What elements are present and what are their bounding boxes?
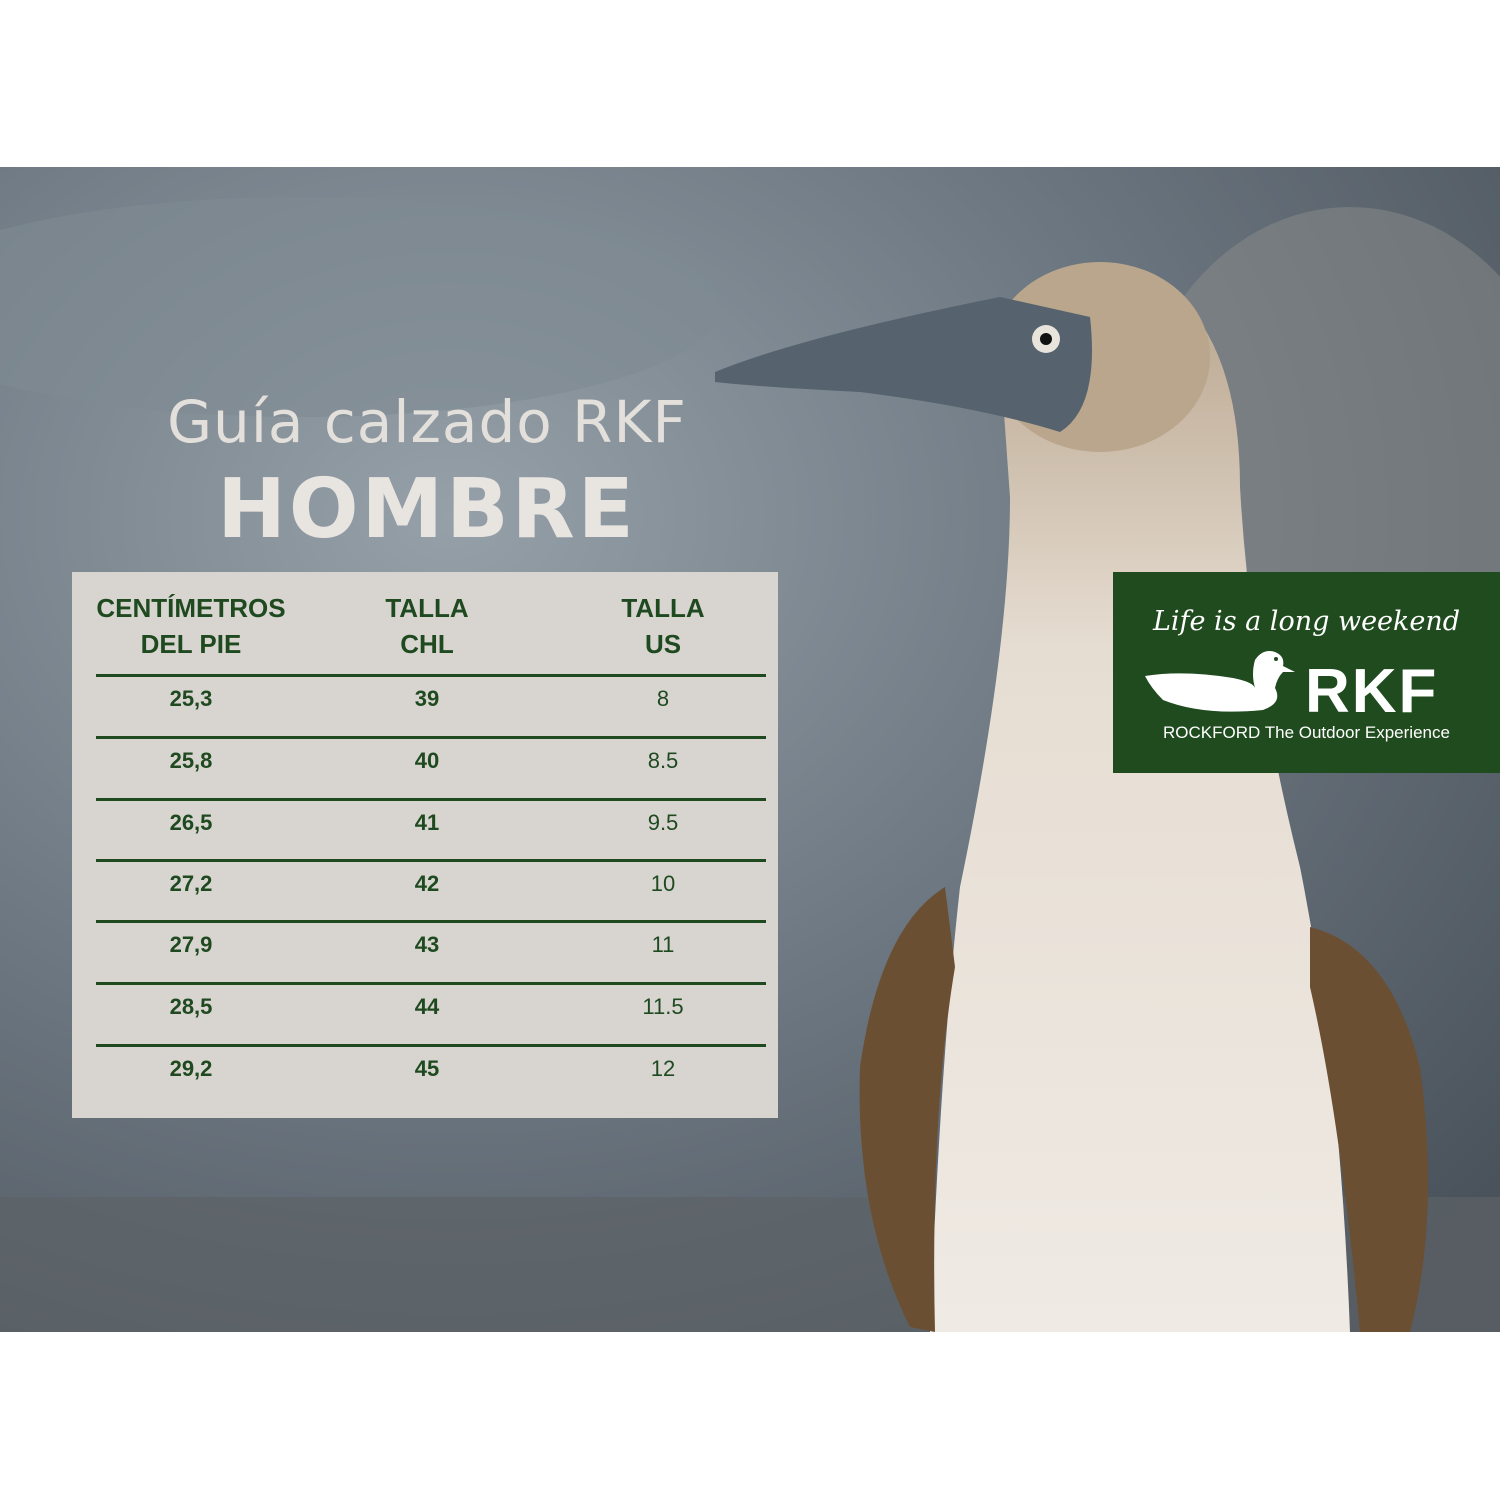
- row-divider: [96, 736, 766, 739]
- cell-cm: 27,2: [169, 871, 213, 896]
- logo-brand: RKF: [1305, 657, 1439, 726]
- cell-chl: 40: [414, 748, 440, 773]
- cell-chl: 44: [414, 994, 440, 1019]
- cell-cm: 29,2: [169, 1056, 213, 1081]
- cell-us: 8: [656, 686, 670, 711]
- title-gender: HOMBRE: [217, 462, 637, 557]
- cell-chl: 42: [414, 871, 440, 896]
- header-cm: CENTÍMETROS DEL PIE: [61, 590, 321, 662]
- rkf-logo-box: Life is a long weekend RKF ROCKFORD The …: [1113, 572, 1500, 773]
- duck-icon: [1145, 651, 1295, 712]
- logo-tagline: Life is a long weekend: [1152, 606, 1461, 637]
- row-divider: [96, 859, 766, 862]
- cell-cm: 27,9: [169, 932, 213, 957]
- title-guide: Guía calzado RKF: [167, 388, 687, 456]
- cell-us: 12: [650, 1056, 676, 1081]
- cell-chl: 45: [414, 1056, 440, 1081]
- header-text: CENTÍMETROS: [96, 593, 286, 623]
- cell-us: 11.5: [642, 994, 684, 1019]
- row-divider: [96, 674, 766, 677]
- header-text: US: [644, 629, 682, 659]
- cell-chl: 39: [414, 686, 440, 711]
- cell-us: 9.5: [647, 810, 679, 835]
- header-us: TALLA US: [533, 590, 793, 662]
- row-divider: [96, 1044, 766, 1047]
- logo-subtitle: ROCKFORD The Outdoor Experience: [1163, 723, 1450, 742]
- cell-cm: 26,5: [169, 810, 213, 835]
- cell-us: 8.5: [647, 748, 679, 773]
- cell-cm: 25,3: [169, 686, 213, 711]
- cell-us: 10: [650, 871, 676, 896]
- header-text: TALLA: [621, 593, 705, 623]
- header-chl: TALLA CHL: [297, 590, 557, 662]
- header-text: CHL: [400, 629, 454, 659]
- size-table: CENTÍMETROS DEL PIE TALLA CHL TALLA US 25,3…: [72, 572, 778, 1118]
- header-text: TALLA: [385, 593, 469, 623]
- cell-cm: 25,8: [169, 748, 213, 773]
- row-divider: [96, 982, 766, 985]
- cell-cm: 28,5: [169, 994, 213, 1019]
- header-text: DEL PIE: [140, 629, 242, 659]
- cell-chl: 43: [414, 932, 440, 957]
- row-divider: [96, 798, 766, 801]
- cell-us: 11: [651, 932, 675, 957]
- cell-chl: 41: [414, 810, 440, 835]
- row-divider: [96, 920, 766, 923]
